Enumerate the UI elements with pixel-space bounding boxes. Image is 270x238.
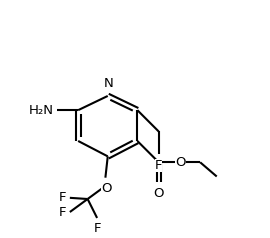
Text: O: O: [101, 182, 112, 195]
Text: F: F: [59, 191, 66, 204]
Text: H₂N: H₂N: [28, 104, 53, 117]
Text: F: F: [155, 159, 163, 172]
Text: F: F: [94, 222, 101, 234]
Text: F: F: [59, 206, 66, 218]
Text: O: O: [153, 187, 164, 200]
Text: O: O: [175, 156, 186, 169]
Text: N: N: [104, 77, 114, 90]
